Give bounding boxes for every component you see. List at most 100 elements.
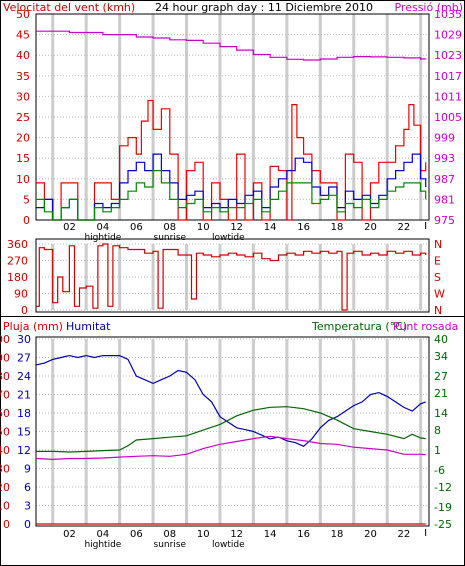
humidity-tick-label: 6 — [24, 481, 31, 494]
humidity-tick-label: 21 — [17, 389, 31, 402]
right-tick-label: 1029 — [434, 29, 462, 42]
right-tick-label: W — [434, 288, 445, 301]
left-tick-label: 90 — [14, 288, 28, 301]
hour-label: 20 — [364, 529, 377, 540]
pressure-axis-title: Pressió (mb) — [394, 1, 463, 14]
series-velocitat-del-vent — [36, 99, 427, 221]
series-punt-rosada — [35, 435, 426, 461]
left-tick-label: 10 — [16, 173, 30, 186]
left-tick-label: 50 — [16, 8, 30, 21]
right-tick-label: 993 — [434, 152, 455, 165]
hour-label: 02 — [63, 529, 76, 540]
right-tick-label: 40 — [434, 333, 448, 346]
humidity-tick-label: 0 — [24, 518, 31, 531]
right-tick-label: N — [434, 238, 442, 251]
hour-label: 22 — [398, 222, 411, 233]
hour-label: 16 — [297, 529, 310, 540]
left-tick-label: 0 — [3, 518, 10, 531]
left-tick-label: 20 — [16, 132, 30, 145]
left-tick-label: 50 — [0, 426, 10, 439]
hour-label: 04 — [97, 529, 110, 540]
right-tick-label: 1035 — [434, 8, 462, 21]
hour-label: 22 — [398, 529, 411, 540]
event-label-hightide: hightide — [84, 233, 121, 243]
series-pressi- — [36, 30, 427, 61]
right-tick-label: 34 — [434, 350, 448, 363]
right-tick-label: 14 — [434, 407, 448, 420]
left-tick-label: 30 — [16, 90, 30, 103]
hour-label: 08 — [163, 222, 176, 233]
rain-axis-title: Pluja (mm) — [3, 320, 63, 333]
humidity-tick-label: 30 — [17, 333, 31, 346]
direction-degree-labels: 0 90 180 270 360 — [7, 238, 28, 317]
hour-label: 14 — [264, 222, 277, 233]
left-tick-label: 0 — [23, 214, 30, 227]
bottom-panel-series — [35, 354, 426, 525]
left-tick-label: 60 — [0, 407, 10, 420]
event-label-sunrise: sunrise — [154, 540, 187, 550]
hour-label: 04 — [97, 222, 110, 233]
left-tick-label: 90 — [0, 352, 10, 365]
hour-label: 18 — [331, 529, 344, 540]
bottom-plot-frame — [35, 336, 430, 527]
left-tick-label: 25 — [16, 111, 30, 124]
hour-label: 12 — [230, 222, 243, 233]
event-label-lowtide: lowtide — [212, 233, 245, 243]
humidity-axis-title: Humitat — [66, 320, 111, 333]
wind-axis-title: Velocitat del vent (kmh) — [3, 1, 135, 14]
right-tick-label: 21 — [434, 387, 448, 400]
left-tick-label: 45 — [16, 29, 30, 42]
left-tick-label: 35 — [16, 70, 30, 83]
left-tick-label: 0 — [21, 304, 28, 317]
graph-title: 24 hour graph day : 11 Diciembre 2010 — [155, 1, 373, 14]
right-tick-label: 1005 — [434, 111, 462, 124]
humidity-tick-label: 3 — [24, 500, 31, 513]
left-tick-label: 80 — [0, 370, 10, 383]
event-label-lowtide: lowtide — [212, 540, 245, 550]
left-tick-label: 70 — [0, 389, 10, 402]
bottom-hour-labels: 02 04 06 08 10 12 14 16 18 20 22 hightide sunrise low… — [63, 529, 427, 550]
right-tick-label: 987 — [434, 173, 455, 186]
temperature-axis-title: Temperatura (°C) — [311, 320, 407, 333]
series-temperatura — [36, 406, 426, 453]
temperature-tick-labels: -25 -19 -12 -6 1 8 14 21 27 34 40 — [434, 333, 452, 531]
event-label-hightide: hightide — [84, 540, 121, 550]
mid-panel-series — [36, 243, 427, 311]
series-vent — [36, 170, 427, 221]
series-humitat — [35, 354, 426, 448]
left-tick-label: 30 — [0, 463, 10, 476]
humidity-tick-label: 9 — [24, 463, 31, 476]
hour-label: 12 — [230, 529, 243, 540]
left-tick-label: 5 — [23, 193, 30, 206]
right-tick-label: 1011 — [434, 90, 462, 103]
hour-label: 10 — [197, 222, 210, 233]
left-tick-label: 10 — [0, 500, 10, 513]
hour-label: 08 — [163, 529, 176, 540]
left-tick-label: 100 — [0, 333, 10, 346]
right-tick-label: -12 — [434, 481, 452, 494]
wind-tick-labels: 0 5 10 15 20 25 30 35 40 45 50 — [16, 8, 30, 227]
pressure-tick-labels: 975 981 987 993 999 1005 1011 1017 1023 1029 1035 — [434, 8, 462, 227]
top-panel-series — [36, 30, 427, 221]
right-tick-label: 1023 — [434, 49, 462, 62]
right-tick-label: 999 — [434, 132, 455, 145]
series-direcci-del-vent — [36, 243, 427, 311]
humidity-tick-label: 15 — [17, 426, 31, 439]
hour-label: 18 — [331, 222, 344, 233]
left-tick-label: 20 — [0, 481, 10, 494]
humidity-tick-label: 18 — [17, 407, 31, 420]
right-tick-label: 27 — [434, 370, 448, 383]
right-tick-label: 975 — [434, 214, 455, 227]
hour-label: 06 — [130, 222, 143, 233]
humidity-tick-label: 24 — [17, 370, 31, 383]
right-tick-label: -6 — [434, 464, 445, 477]
event-label-sunrise: sunrise — [154, 233, 187, 243]
bottom-panel-grid — [36, 338, 429, 525]
left-tick-label: 180 — [7, 271, 28, 284]
right-tick-label: -25 — [434, 518, 452, 531]
hour-label: 02 — [63, 222, 76, 233]
rain-tick-labels: 0 10 20 30 40 50 60 70 80 90 100 — [0, 333, 10, 531]
right-tick-label: -19 — [434, 501, 452, 514]
